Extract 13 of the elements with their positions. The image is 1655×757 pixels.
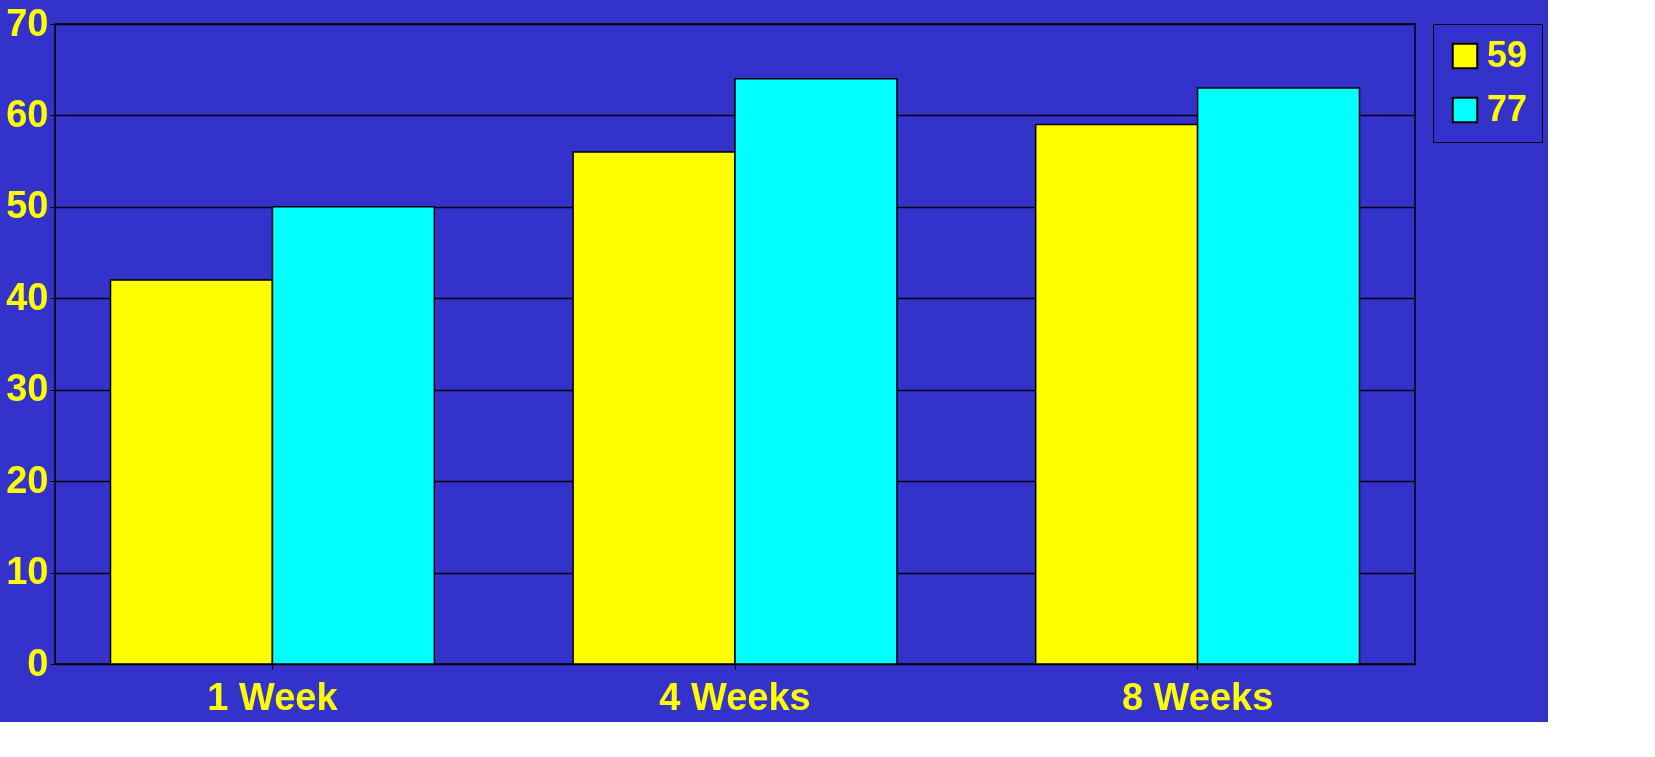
x-tick-label: 4 Weeks — [659, 675, 811, 718]
x-tick-label: 1 Week — [207, 675, 339, 718]
y-tick-label: 20 — [6, 458, 49, 501]
y-tick-label: 0 — [27, 641, 49, 684]
y-tick-label: 10 — [6, 550, 49, 593]
x-tick-label: 8 Weeks — [1121, 675, 1274, 718]
legend-label: 59 — [1487, 34, 1528, 75]
y-tick-label: 60 — [6, 92, 49, 135]
y-tick-label: 50 — [6, 184, 49, 227]
y-tick-label: 40 — [6, 275, 49, 318]
y-tick-label: 70 — [6, 1, 49, 44]
legend-label: 77 — [1487, 88, 1528, 129]
y-tick-label: 30 — [6, 367, 49, 410]
